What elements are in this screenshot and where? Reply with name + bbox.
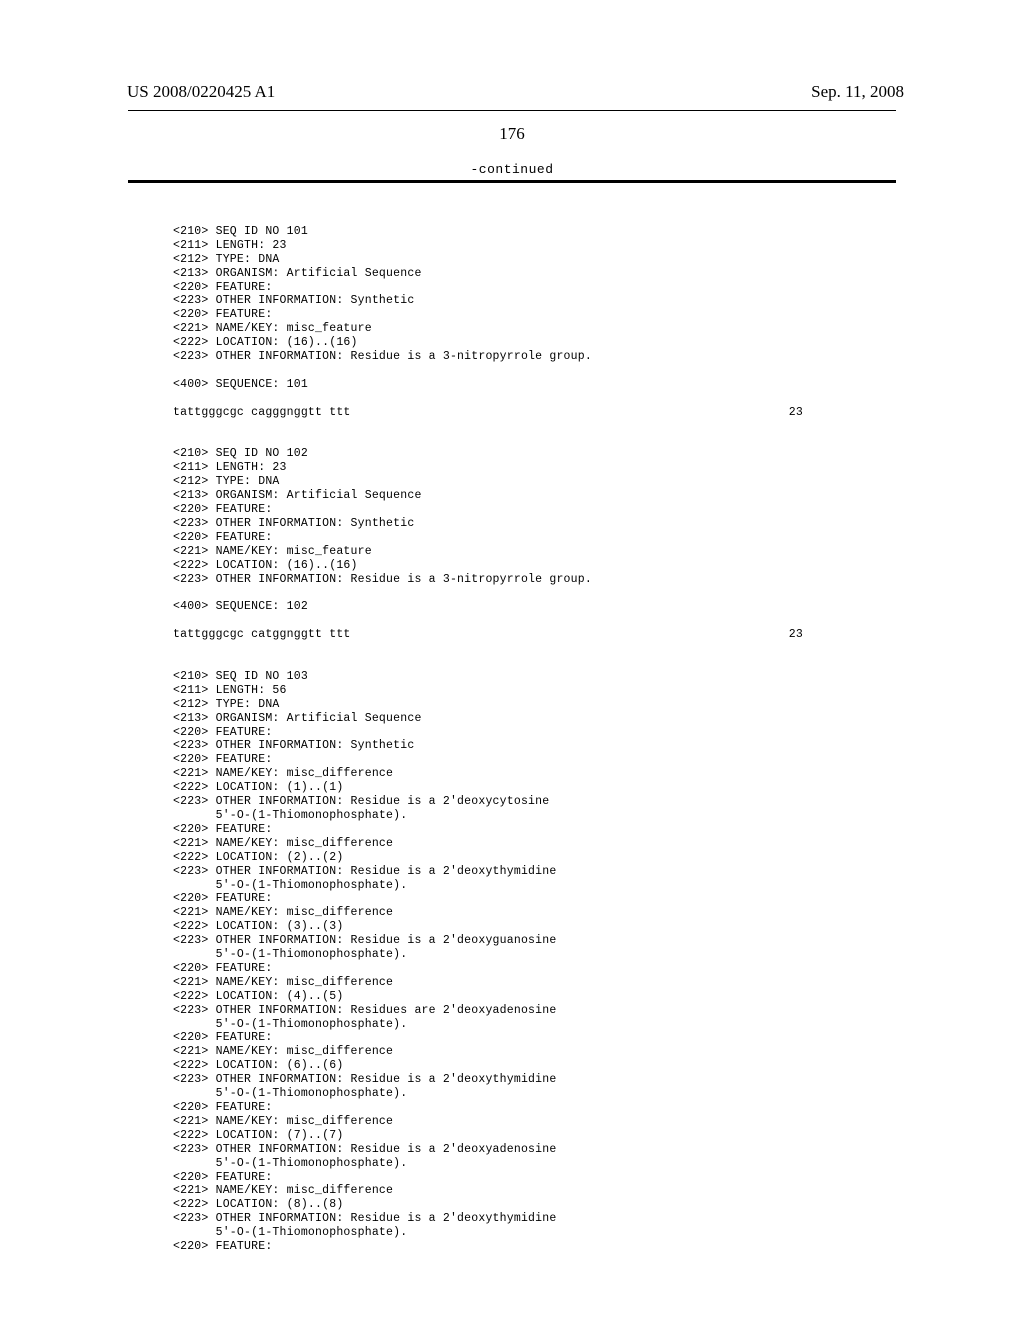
section-divider (128, 180, 896, 183)
sequence-text-line: <222> LOCATION: (8)..(8) (173, 1198, 1024, 1212)
sequence-text-line: <222> LOCATION: (16)..(16) (173, 559, 1024, 573)
sequence-text-line: <223> OTHER INFORMATION: Residue is a 2'… (173, 934, 1024, 948)
sequence-text-line (173, 420, 1024, 434)
sequence-text-line: <220> FEATURE: (173, 1031, 1024, 1045)
sequence-text-line: <220> FEATURE: (173, 962, 1024, 976)
sequence-text-line: <221> NAME/KEY: misc_difference (173, 1045, 1024, 1059)
sequence-text-line (173, 364, 1024, 378)
sequence-text-line: <213> ORGANISM: Artificial Sequence (173, 712, 1024, 726)
sequence-text-line (173, 614, 1024, 628)
sequence-text-line: 5'-O-(1-Thiomonophosphate). (173, 948, 1024, 962)
page-number: 176 (0, 124, 1024, 144)
sequence-text-line: 5'-O-(1-Thiomonophosphate). (173, 1157, 1024, 1171)
sequence-text-line: <210> SEQ ID NO 102 (173, 447, 1024, 461)
sequence-data-row: tattgggcgc catggnggtt ttt 23 (173, 628, 803, 642)
sequence-text-line: <221> NAME/KEY: misc_difference (173, 976, 1024, 990)
sequence-text-line: 5'-O-(1-Thiomonophosphate). (173, 1226, 1024, 1240)
sequence-text-line: 5'-O-(1-Thiomonophosphate). (173, 1018, 1024, 1032)
sequence-text-line: <222> LOCATION: (2)..(2) (173, 851, 1024, 865)
sequence-text-line: <222> LOCATION: (16)..(16) (173, 336, 1024, 350)
sequence-text-line: <223> OTHER INFORMATION: Residues are 2'… (173, 1004, 1024, 1018)
sequence-text-line: <220> FEATURE: (173, 308, 1024, 322)
sequence-text-line: <223> OTHER INFORMATION: Synthetic (173, 294, 1024, 308)
sequence-text-line: 5'-O-(1-Thiomonophosphate). (173, 809, 1024, 823)
sequence-text-line: 5'-O-(1-Thiomonophosphate). (173, 879, 1024, 893)
sequence-text-line: <223> OTHER INFORMATION: Residue is a 3-… (173, 350, 1024, 364)
sequence-text-line: <220> FEATURE: (173, 1171, 1024, 1185)
sequence-listing: <210> SEQ ID NO 101<211> LENGTH: 23<212>… (0, 211, 1024, 1254)
sequence-text-line: <220> FEATURE: (173, 281, 1024, 295)
sequence-text-line: <211> LENGTH: 23 (173, 239, 1024, 253)
sequence-text-line: <223> OTHER INFORMATION: Residue is a 2'… (173, 1073, 1024, 1087)
sequence-text-line: <221> NAME/KEY: misc_difference (173, 1115, 1024, 1129)
sequence-text-line: <221> NAME/KEY: misc_difference (173, 767, 1024, 781)
sequence-text-line: <220> FEATURE: (173, 531, 1024, 545)
sequence-data-row: tattgggcgc cagggnggtt ttt 23 (173, 406, 803, 420)
sequence-text-line: <220> FEATURE: (173, 753, 1024, 767)
publication-date: Sep. 11, 2008 (811, 82, 904, 102)
sequence-text-line: <220> FEATURE: (173, 823, 1024, 837)
sequence-text-line: <210> SEQ ID NO 101 (173, 225, 1024, 239)
sequence-text-line: <221> NAME/KEY: misc_difference (173, 837, 1024, 851)
page-header: US 2008/0220425 A1 Sep. 11, 2008 (0, 0, 1024, 110)
sequence-text-line: <221> NAME/KEY: misc_difference (173, 906, 1024, 920)
sequence-text-line (173, 586, 1024, 600)
sequence-text-line: <220> FEATURE: (173, 726, 1024, 740)
sequence-count: 23 (789, 628, 803, 642)
sequence-count: 23 (789, 406, 803, 420)
sequence-text-line: <222> LOCATION: (3)..(3) (173, 920, 1024, 934)
sequence-text-line: <223> OTHER INFORMATION: Residue is a 2'… (173, 795, 1024, 809)
sequence-text-line: <210> SEQ ID NO 103 (173, 670, 1024, 684)
sequence-text-line: <223> OTHER INFORMATION: Residue is a 3-… (173, 573, 1024, 587)
continued-label: -continued (0, 162, 1024, 177)
sequence-text-line: <220> FEATURE: (173, 1101, 1024, 1115)
sequence-text-line: <221> NAME/KEY: misc_difference (173, 1184, 1024, 1198)
sequence-text-line: <222> LOCATION: (4)..(5) (173, 990, 1024, 1004)
sequence-text-line: <221> NAME/KEY: misc_feature (173, 322, 1024, 336)
sequence-text-line: <213> ORGANISM: Artificial Sequence (173, 489, 1024, 503)
sequence-string: tattgggcgc catggnggtt ttt (173, 628, 351, 642)
sequence-text-line: <400> SEQUENCE: 101 (173, 378, 1024, 392)
sequence-text-line (173, 434, 1024, 448)
sequence-text-line: <223> OTHER INFORMATION: Residue is a 2'… (173, 1212, 1024, 1226)
sequence-text-line: <220> FEATURE: (173, 892, 1024, 906)
sequence-text-line: <212> TYPE: DNA (173, 253, 1024, 267)
sequence-text-line: 5'-O-(1-Thiomonophosphate). (173, 1087, 1024, 1101)
sequence-text-line: <211> LENGTH: 56 (173, 684, 1024, 698)
sequence-text-line (173, 392, 1024, 406)
sequence-text-line: <212> TYPE: DNA (173, 698, 1024, 712)
sequence-text-line: <222> LOCATION: (6)..(6) (173, 1059, 1024, 1073)
sequence-text-line: <223> OTHER INFORMATION: Synthetic (173, 517, 1024, 531)
sequence-text-line (173, 656, 1024, 670)
sequence-text-line: <223> OTHER INFORMATION: Synthetic (173, 739, 1024, 753)
sequence-text-line: <221> NAME/KEY: misc_feature (173, 545, 1024, 559)
sequence-text-line: <222> LOCATION: (1)..(1) (173, 781, 1024, 795)
sequence-text-line: <213> ORGANISM: Artificial Sequence (173, 267, 1024, 281)
sequence-string: tattgggcgc cagggnggtt ttt (173, 406, 351, 420)
sequence-text-line: <222> LOCATION: (7)..(7) (173, 1129, 1024, 1143)
publication-number: US 2008/0220425 A1 (127, 82, 275, 102)
sequence-text-line: <212> TYPE: DNA (173, 475, 1024, 489)
header-divider (128, 110, 896, 111)
sequence-text-line: <400> SEQUENCE: 102 (173, 600, 1024, 614)
sequence-text-line: <220> FEATURE: (173, 1240, 1024, 1254)
sequence-text-line: <211> LENGTH: 23 (173, 461, 1024, 475)
sequence-text-line: <223> OTHER INFORMATION: Residue is a 2'… (173, 1143, 1024, 1157)
sequence-text-line: <223> OTHER INFORMATION: Residue is a 2'… (173, 865, 1024, 879)
sequence-text-line (173, 642, 1024, 656)
sequence-text-line (173, 211, 1024, 225)
sequence-text-line: <220> FEATURE: (173, 503, 1024, 517)
